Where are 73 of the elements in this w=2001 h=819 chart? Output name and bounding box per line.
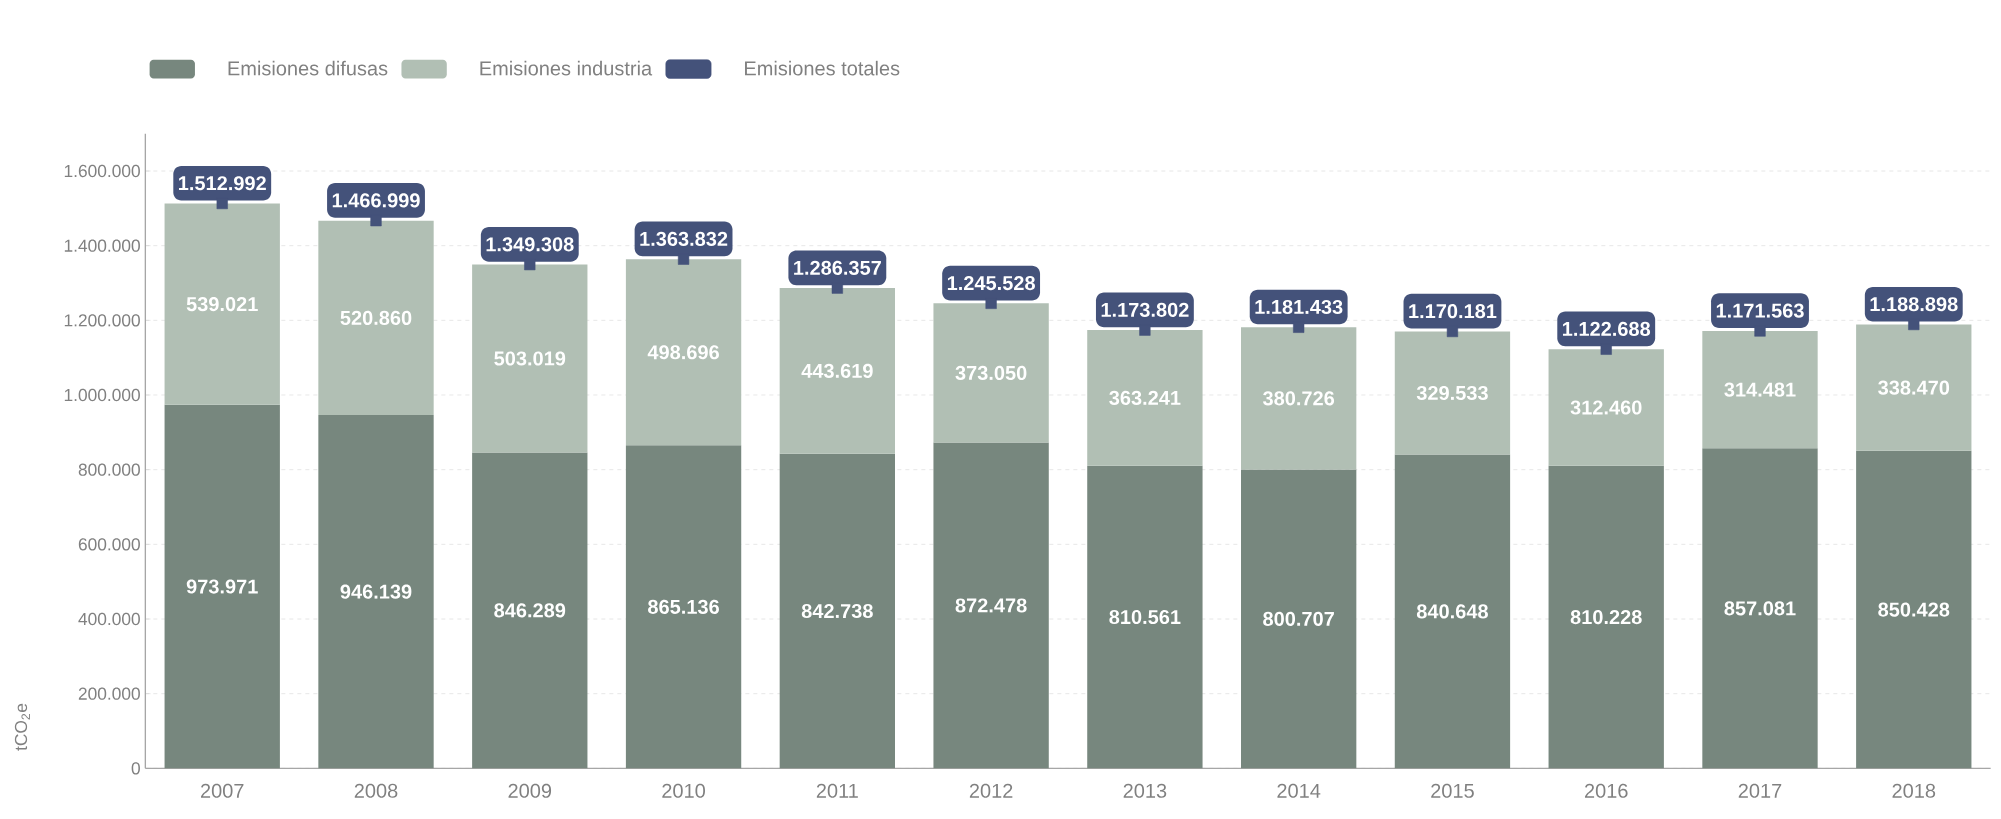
bar	[1548, 465, 1664, 769]
x-tick-label: 2018	[1892, 783, 1936, 798]
y-tick-label: 0	[131, 762, 140, 775]
data-label: 810.561	[1109, 609, 1181, 625]
x-tick-label: 2010	[662, 783, 706, 798]
data-label: 1.188.898	[1870, 297, 1958, 312]
x-tick-label: 2008	[354, 783, 398, 798]
legend-label: Emisiones difusas	[228, 60, 388, 76]
data-label: 380.726	[1262, 391, 1335, 406]
data-label: 946.139	[340, 584, 412, 599]
data-label: 850.428	[1878, 602, 1950, 617]
data-label: 840.648	[1416, 604, 1488, 619]
x-tick-label: 2017	[1738, 783, 1782, 798]
x-tick-label: 2016	[1584, 783, 1628, 798]
data-label: 338.470	[1878, 380, 1950, 395]
bar	[164, 404, 280, 769]
y-tick-label: 800.000	[78, 463, 140, 476]
bar	[1702, 448, 1818, 769]
bar	[472, 452, 588, 769]
data-label: 1.286.357	[794, 260, 881, 275]
data-label: 1.122.688	[1562, 321, 1651, 336]
y-tick-label: 1.400.000	[64, 239, 140, 252]
bar	[1087, 465, 1203, 769]
data-label: 1.181.433	[1255, 299, 1343, 315]
data-label: 846.289	[494, 603, 566, 618]
x-tick-label: 2009	[508, 783, 552, 798]
data-label: 1.466.999	[332, 193, 420, 208]
data-label: 1.170.181	[1409, 304, 1497, 319]
bar	[625, 445, 742, 769]
data-label: 312.460	[1570, 400, 1642, 415]
x-tick-label: 2014	[1277, 783, 1321, 798]
x-tick-label: 2015	[1431, 783, 1474, 798]
y-tick-label: 1.600.000	[64, 164, 140, 178]
x-tick-label: 2011	[816, 783, 858, 798]
bar	[779, 453, 895, 769]
data-label: 1.171.563	[1716, 303, 1804, 318]
x-tick-label: 2012	[969, 783, 1013, 798]
data-label: 872.478	[955, 598, 1027, 613]
data-label: 329.533	[1416, 385, 1488, 401]
x-tick-label: 2013	[1123, 783, 1167, 798]
data-label: 865.136	[648, 599, 719, 614]
data-label: 314.481	[1724, 382, 1796, 397]
data-label: 1.245.528	[947, 275, 1035, 291]
data-label: 842.738	[801, 603, 873, 619]
bar	[1856, 450, 1972, 769]
data-label: 520.860	[340, 310, 412, 325]
y-tick-label: 600.000	[78, 538, 140, 551]
data-label: 857.081	[1724, 601, 1796, 616]
legend-label: Emisiones totales	[745, 60, 900, 76]
data-label: 810.228	[1570, 610, 1642, 625]
data-label: 800.707	[1263, 611, 1334, 626]
data-label: 539.021	[186, 297, 258, 312]
data-label: 1.349.308	[486, 237, 574, 252]
bar	[1241, 469, 1357, 769]
data-label: 1.173.802	[1101, 302, 1189, 317]
bar	[318, 415, 434, 769]
legend-label: Emisiones industria	[480, 60, 653, 76]
data-label: 498.696	[647, 345, 719, 360]
x-tick-label: 2007	[200, 783, 244, 798]
y-axis-title: tCO$_{2}$e	[14, 703, 30, 751]
bar	[1394, 454, 1511, 769]
data-label: 373.050	[955, 365, 1027, 381]
data-label: 1.512.992	[179, 176, 266, 191]
data-label: 503.019	[494, 351, 566, 366]
data-label: 363.241	[1109, 390, 1181, 406]
bar	[933, 442, 1049, 769]
data-label: 1.363.832	[640, 231, 728, 246]
y-tick-label: 1.200.000	[64, 314, 140, 327]
data-label: 443.619	[801, 363, 873, 378]
y-tick-label: 1.000.000	[64, 388, 140, 402]
data-label: 973.971	[186, 579, 258, 594]
y-tick-label: 400.000	[78, 612, 140, 626]
y-tick-label: 200.000	[78, 687, 140, 700]
